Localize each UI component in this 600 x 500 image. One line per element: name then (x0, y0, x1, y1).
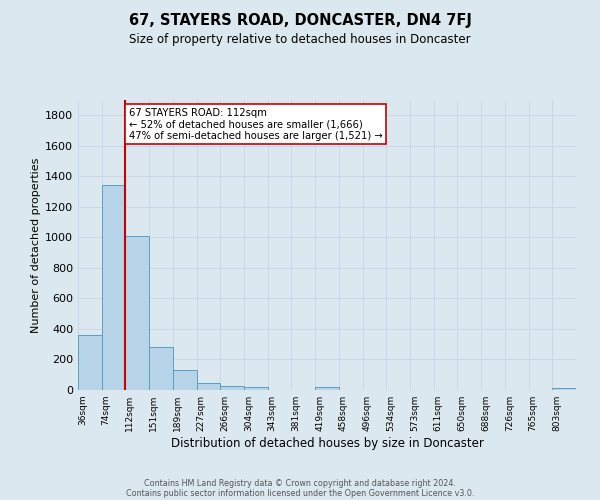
Bar (552, 388, 576, 390)
Text: 67, STAYERS ROAD, DONCASTER, DN4 7FJ: 67, STAYERS ROAD, DONCASTER, DN4 7FJ (128, 12, 472, 28)
Text: Contains HM Land Registry data © Crown copyright and database right 2024.: Contains HM Land Registry data © Crown c… (144, 478, 456, 488)
Y-axis label: Number of detached properties: Number of detached properties (31, 158, 41, 332)
Bar (315, 387, 339, 390)
Text: Contains public sector information licensed under the Open Government Licence v3: Contains public sector information licen… (126, 488, 474, 498)
Bar (125, 236, 149, 390)
Bar (197, 383, 220, 390)
Bar (173, 370, 197, 390)
Text: Size of property relative to detached houses in Doncaster: Size of property relative to detached ho… (129, 32, 471, 46)
X-axis label: Distribution of detached houses by size in Doncaster: Distribution of detached houses by size … (170, 437, 484, 450)
Bar (78, 335, 102, 390)
Bar (149, 346, 173, 390)
Text: 67 STAYERS ROAD: 112sqm
← 52% of detached houses are smaller (1,666)
47% of semi: 67 STAYERS ROAD: 112sqm ← 52% of detache… (129, 108, 383, 141)
Bar (102, 186, 125, 390)
Bar (244, 387, 268, 390)
Bar (220, 386, 244, 390)
